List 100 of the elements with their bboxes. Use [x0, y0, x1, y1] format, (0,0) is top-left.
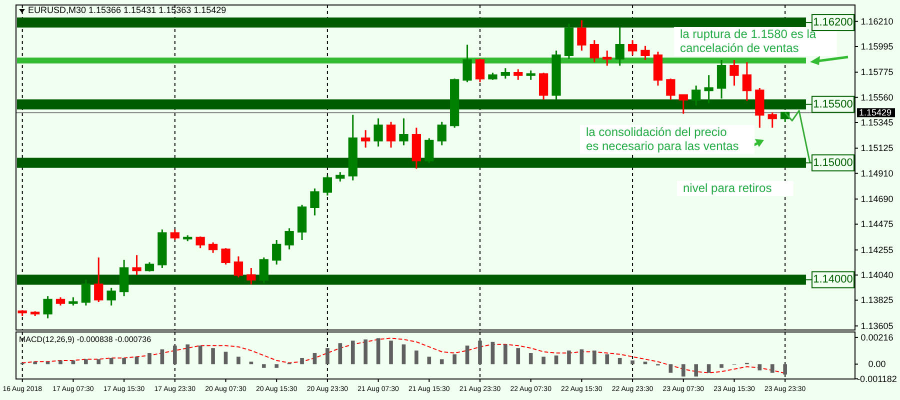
bar — [758, 364, 762, 370]
candlestick — [653, 51, 663, 86]
bar — [58, 360, 62, 364]
candlestick — [716, 59, 726, 100]
bar — [643, 362, 648, 364]
bar — [236, 356, 240, 364]
candlestick — [488, 72, 498, 81]
candlestick — [56, 296, 66, 306]
candlestick — [386, 121, 396, 148]
candlestick — [475, 58, 485, 83]
candlestick — [43, 295, 52, 320]
bar — [312, 353, 317, 364]
bar — [414, 350, 418, 364]
y-tick-label: 1.14040 — [860, 270, 894, 280]
y-tick-label: 0.00 — [868, 359, 886, 370]
candlestick — [246, 267, 256, 286]
y-tick-label: 1.15125 — [860, 143, 894, 154]
bar — [249, 362, 254, 364]
band-label: 1.15500 — [813, 98, 853, 110]
bar — [198, 346, 202, 364]
bar — [326, 348, 330, 364]
candlestick — [94, 256, 104, 303]
candlestick — [234, 256, 244, 278]
candlestick — [692, 84, 701, 106]
bar — [376, 338, 380, 364]
bar — [504, 344, 508, 364]
bar — [122, 358, 126, 364]
bar — [542, 356, 546, 364]
candlestick — [158, 228, 167, 269]
bar — [211, 348, 215, 364]
annotation: nivel para retiros — [683, 181, 772, 195]
candlestick — [514, 68, 523, 81]
candlestick — [208, 242, 218, 254]
bar — [402, 344, 406, 364]
bar — [262, 364, 266, 368]
chart-title: EURUSD,M30 1.15366 1.15431 1.15363 1.15429 — [28, 5, 226, 15]
y-tick-label: 1.14910 — [860, 168, 894, 178]
bar — [33, 362, 37, 364]
candlestick — [259, 256, 268, 284]
chart-title: MACD(12,26,9) -0.000838 -0.000736 — [19, 335, 152, 344]
bar — [172, 346, 177, 364]
candlestick — [450, 78, 460, 128]
candlestick — [272, 239, 282, 266]
candlestick — [81, 278, 90, 306]
candlestick — [310, 188, 320, 216]
bar — [46, 362, 50, 364]
candlestick — [640, 45, 650, 61]
bar — [364, 339, 368, 364]
candlestick — [564, 22, 574, 60]
y-tick-label: 1.15560 — [860, 92, 894, 102]
candlestick — [755, 87, 764, 128]
candlestick — [374, 118, 383, 148]
bar — [630, 360, 634, 364]
candlestick — [336, 171, 345, 182]
y-tick-label: -0.001182 — [857, 374, 897, 384]
candlestick — [68, 296, 78, 306]
bar — [720, 364, 724, 368]
candlestick — [552, 50, 561, 100]
bar — [668, 364, 673, 373]
candlestick — [284, 228, 294, 250]
bar — [516, 348, 520, 364]
bar — [706, 364, 711, 373]
bar — [134, 356, 139, 364]
candlestick — [297, 204, 307, 241]
y-tick-label: 1.15345 — [860, 117, 894, 128]
ref-line-label: 1.15429 — [859, 108, 892, 118]
band-label: 1.16200 — [813, 16, 853, 29]
candlestick — [322, 174, 332, 196]
bar — [605, 354, 610, 364]
bar — [681, 364, 686, 377]
candlestick — [538, 72, 548, 100]
candlestick — [462, 44, 472, 83]
y-tick-label: 1.14255 — [860, 244, 894, 255]
bar — [148, 353, 152, 364]
candlestick — [615, 26, 624, 67]
candlestick — [526, 70, 536, 81]
candlestick — [704, 74, 714, 104]
candlestick — [106, 287, 116, 306]
bar — [694, 364, 698, 377]
candlestick — [577, 19, 586, 52]
candlestick — [348, 114, 358, 182]
y-tick-label: 1.14475 — [860, 219, 894, 230]
candlestick — [437, 121, 446, 146]
candlestick — [424, 138, 434, 164]
candlestick — [119, 259, 129, 297]
y-tick-label: 1.14690 — [860, 194, 894, 204]
line-series — [22, 338, 786, 374]
candlestick — [730, 59, 739, 86]
bar — [770, 364, 774, 373]
bar — [783, 364, 787, 375]
candlestick — [678, 94, 688, 114]
band-label: 1.14000 — [813, 274, 853, 286]
bar — [465, 346, 470, 364]
bar — [300, 358, 304, 364]
y-tick-label: 1.15775 — [860, 67, 894, 78]
bar — [350, 340, 355, 364]
candlestick — [500, 67, 510, 80]
candlestick — [602, 50, 612, 67]
bar — [389, 340, 393, 364]
candlestick — [412, 127, 421, 170]
